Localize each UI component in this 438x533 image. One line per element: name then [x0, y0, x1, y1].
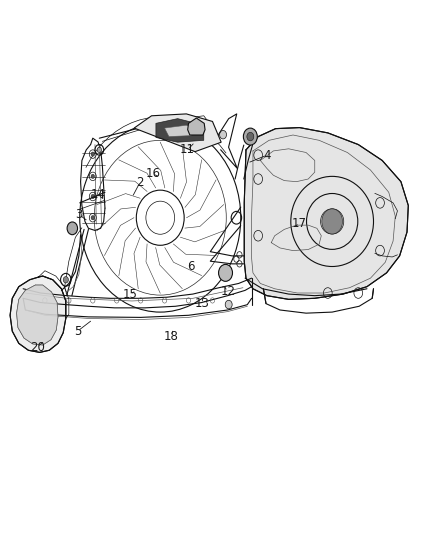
Circle shape [97, 147, 102, 152]
Circle shape [67, 222, 78, 235]
Polygon shape [156, 119, 204, 142]
Text: 6: 6 [187, 260, 194, 273]
Text: 3: 3 [75, 208, 82, 221]
Text: 11: 11 [180, 143, 195, 156]
Text: 2: 2 [136, 176, 144, 189]
Polygon shape [17, 285, 58, 345]
Text: 4: 4 [263, 149, 271, 161]
Text: 12: 12 [220, 285, 235, 298]
Polygon shape [10, 276, 66, 352]
Circle shape [322, 209, 343, 234]
Circle shape [219, 131, 226, 139]
Polygon shape [187, 118, 205, 135]
Circle shape [91, 174, 95, 179]
Polygon shape [244, 127, 408, 300]
Circle shape [244, 128, 257, 145]
Text: 16: 16 [145, 167, 160, 180]
Polygon shape [165, 125, 199, 136]
Text: 18: 18 [164, 330, 179, 343]
Circle shape [247, 132, 254, 141]
Text: 14: 14 [91, 189, 106, 201]
Text: 17: 17 [292, 216, 307, 230]
Circle shape [225, 300, 232, 309]
Polygon shape [134, 114, 221, 152]
Circle shape [63, 277, 68, 283]
Circle shape [91, 152, 95, 156]
Text: 15: 15 [122, 288, 137, 301]
Text: 13: 13 [195, 297, 210, 310]
Text: 5: 5 [74, 325, 81, 338]
Circle shape [219, 264, 233, 281]
Text: 20: 20 [30, 341, 45, 353]
Circle shape [91, 195, 95, 199]
Circle shape [91, 216, 95, 220]
